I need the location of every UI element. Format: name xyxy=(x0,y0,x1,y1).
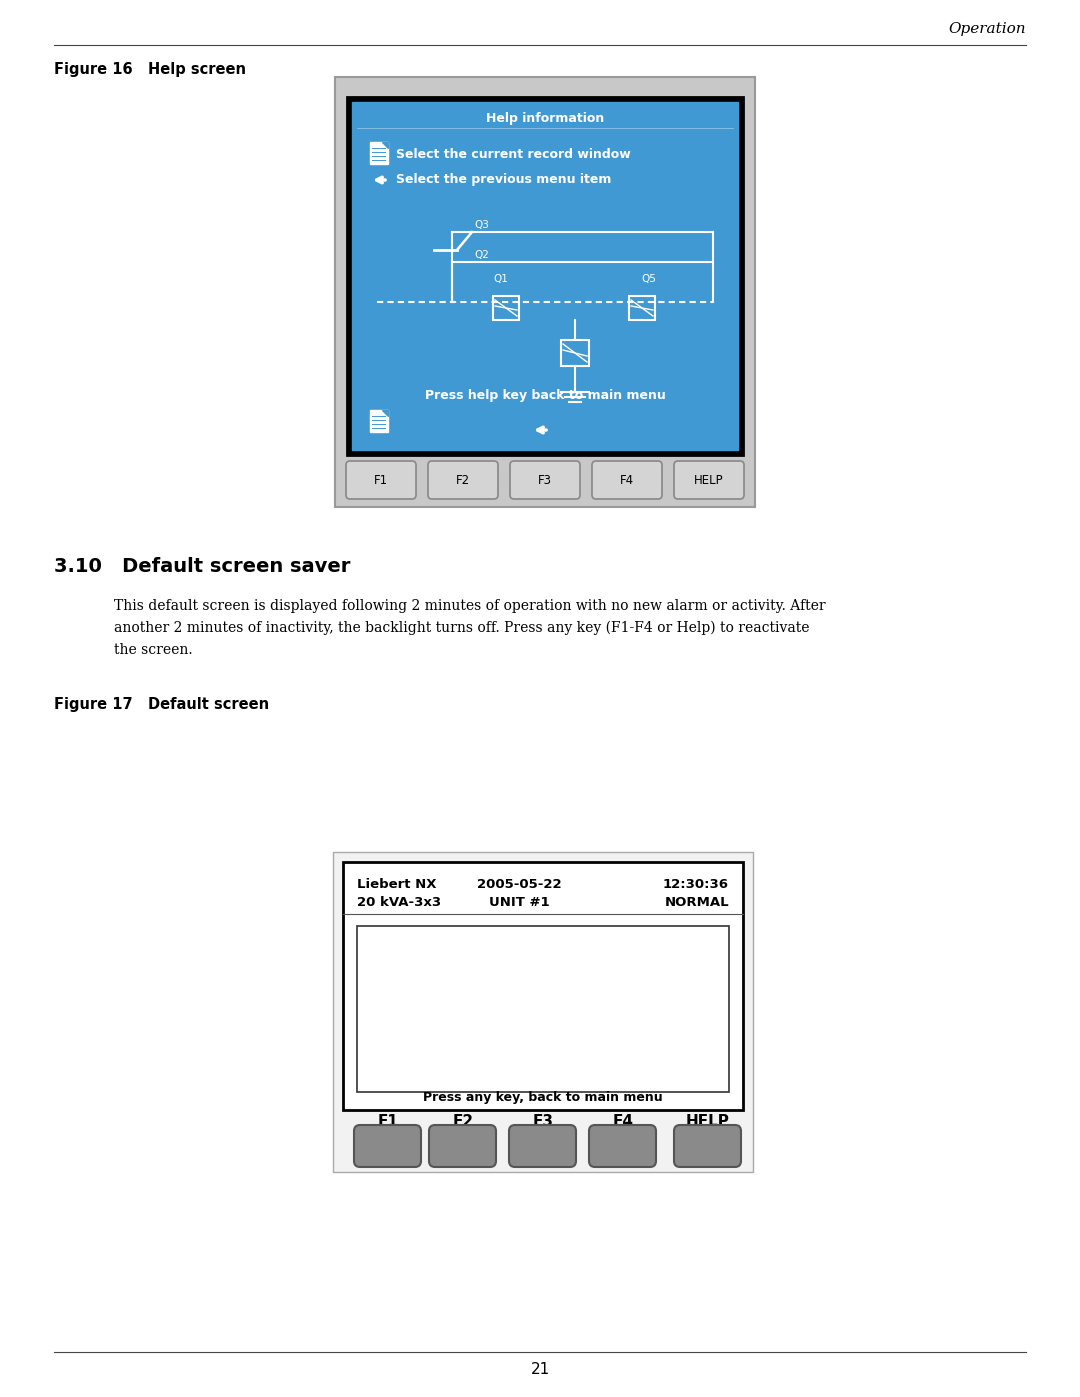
Text: Q2: Q2 xyxy=(474,250,489,260)
Text: Q5: Q5 xyxy=(642,274,656,284)
FancyBboxPatch shape xyxy=(674,461,744,499)
Text: F3: F3 xyxy=(538,474,552,486)
Bar xyxy=(629,296,654,320)
Text: Help information: Help information xyxy=(486,112,604,124)
FancyBboxPatch shape xyxy=(346,461,416,499)
FancyBboxPatch shape xyxy=(674,1125,741,1166)
FancyBboxPatch shape xyxy=(509,1125,576,1166)
Text: This default screen is displayed following 2 minutes of operation with no new al: This default screen is displayed followi… xyxy=(114,599,825,613)
FancyBboxPatch shape xyxy=(510,461,580,499)
Text: F1: F1 xyxy=(374,474,388,486)
Text: Q3: Q3 xyxy=(474,219,489,231)
Text: Press help key back to main menu: Press help key back to main menu xyxy=(424,388,665,401)
FancyBboxPatch shape xyxy=(354,1125,421,1166)
Text: F4: F4 xyxy=(620,474,634,486)
Bar xyxy=(357,926,729,1092)
Text: the screen.: the screen. xyxy=(114,643,192,657)
Bar xyxy=(347,96,743,455)
FancyBboxPatch shape xyxy=(428,461,498,499)
Bar xyxy=(335,77,755,507)
Text: Liebert NX: Liebert NX xyxy=(357,877,436,891)
Text: Press any key, back to main menu: Press any key, back to main menu xyxy=(423,1091,663,1105)
FancyBboxPatch shape xyxy=(592,461,662,499)
Polygon shape xyxy=(382,142,388,148)
Text: HELP: HELP xyxy=(686,1115,730,1130)
Text: Select the current record window: Select the current record window xyxy=(396,148,631,161)
Text: 2005-05-22: 2005-05-22 xyxy=(476,877,562,891)
Bar xyxy=(333,852,753,1172)
Text: F4: F4 xyxy=(612,1115,634,1130)
Text: Figure 16   Help screen: Figure 16 Help screen xyxy=(54,61,246,77)
Bar xyxy=(370,409,388,432)
Bar xyxy=(492,296,519,320)
Text: 20 kVA-3x3: 20 kVA-3x3 xyxy=(357,895,441,909)
Text: 21: 21 xyxy=(530,1362,550,1376)
Text: 12:30:36: 12:30:36 xyxy=(663,877,729,891)
Text: F3: F3 xyxy=(532,1115,554,1130)
Text: F1: F1 xyxy=(378,1115,399,1130)
Text: Figure 17   Default screen: Figure 17 Default screen xyxy=(54,697,269,712)
Text: Operation: Operation xyxy=(948,22,1026,36)
FancyBboxPatch shape xyxy=(589,1125,656,1166)
Bar xyxy=(352,102,738,450)
Text: F2: F2 xyxy=(456,474,470,486)
Text: 3.10   Default screen saver: 3.10 Default screen saver xyxy=(54,557,350,576)
Text: NORMAL: NORMAL xyxy=(664,895,729,909)
Bar xyxy=(370,142,388,163)
Text: UNIT #1: UNIT #1 xyxy=(488,895,550,909)
Text: Q1: Q1 xyxy=(492,274,508,284)
Polygon shape xyxy=(382,409,388,416)
Text: HELP: HELP xyxy=(694,474,724,486)
FancyBboxPatch shape xyxy=(429,1125,496,1166)
Bar xyxy=(561,339,589,366)
Text: Select the previous menu item: Select the previous menu item xyxy=(396,173,611,187)
Text: another 2 minutes of inactivity, the backlight turns off. Press any key (F1-F4 o: another 2 minutes of inactivity, the bac… xyxy=(114,622,810,636)
Bar xyxy=(343,862,743,1111)
Text: F2: F2 xyxy=(453,1115,473,1130)
